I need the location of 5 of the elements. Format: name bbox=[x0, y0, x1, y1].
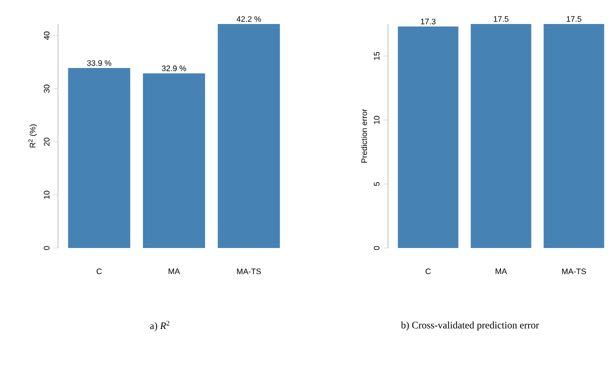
bar bbox=[68, 68, 130, 248]
bar bbox=[218, 24, 280, 248]
text: a) R$^{2}$ bbox=[150, 320, 170, 332]
text: b) Cross-validated prediction error bbox=[400, 321, 539, 331]
bar bbox=[142, 73, 206, 248]
